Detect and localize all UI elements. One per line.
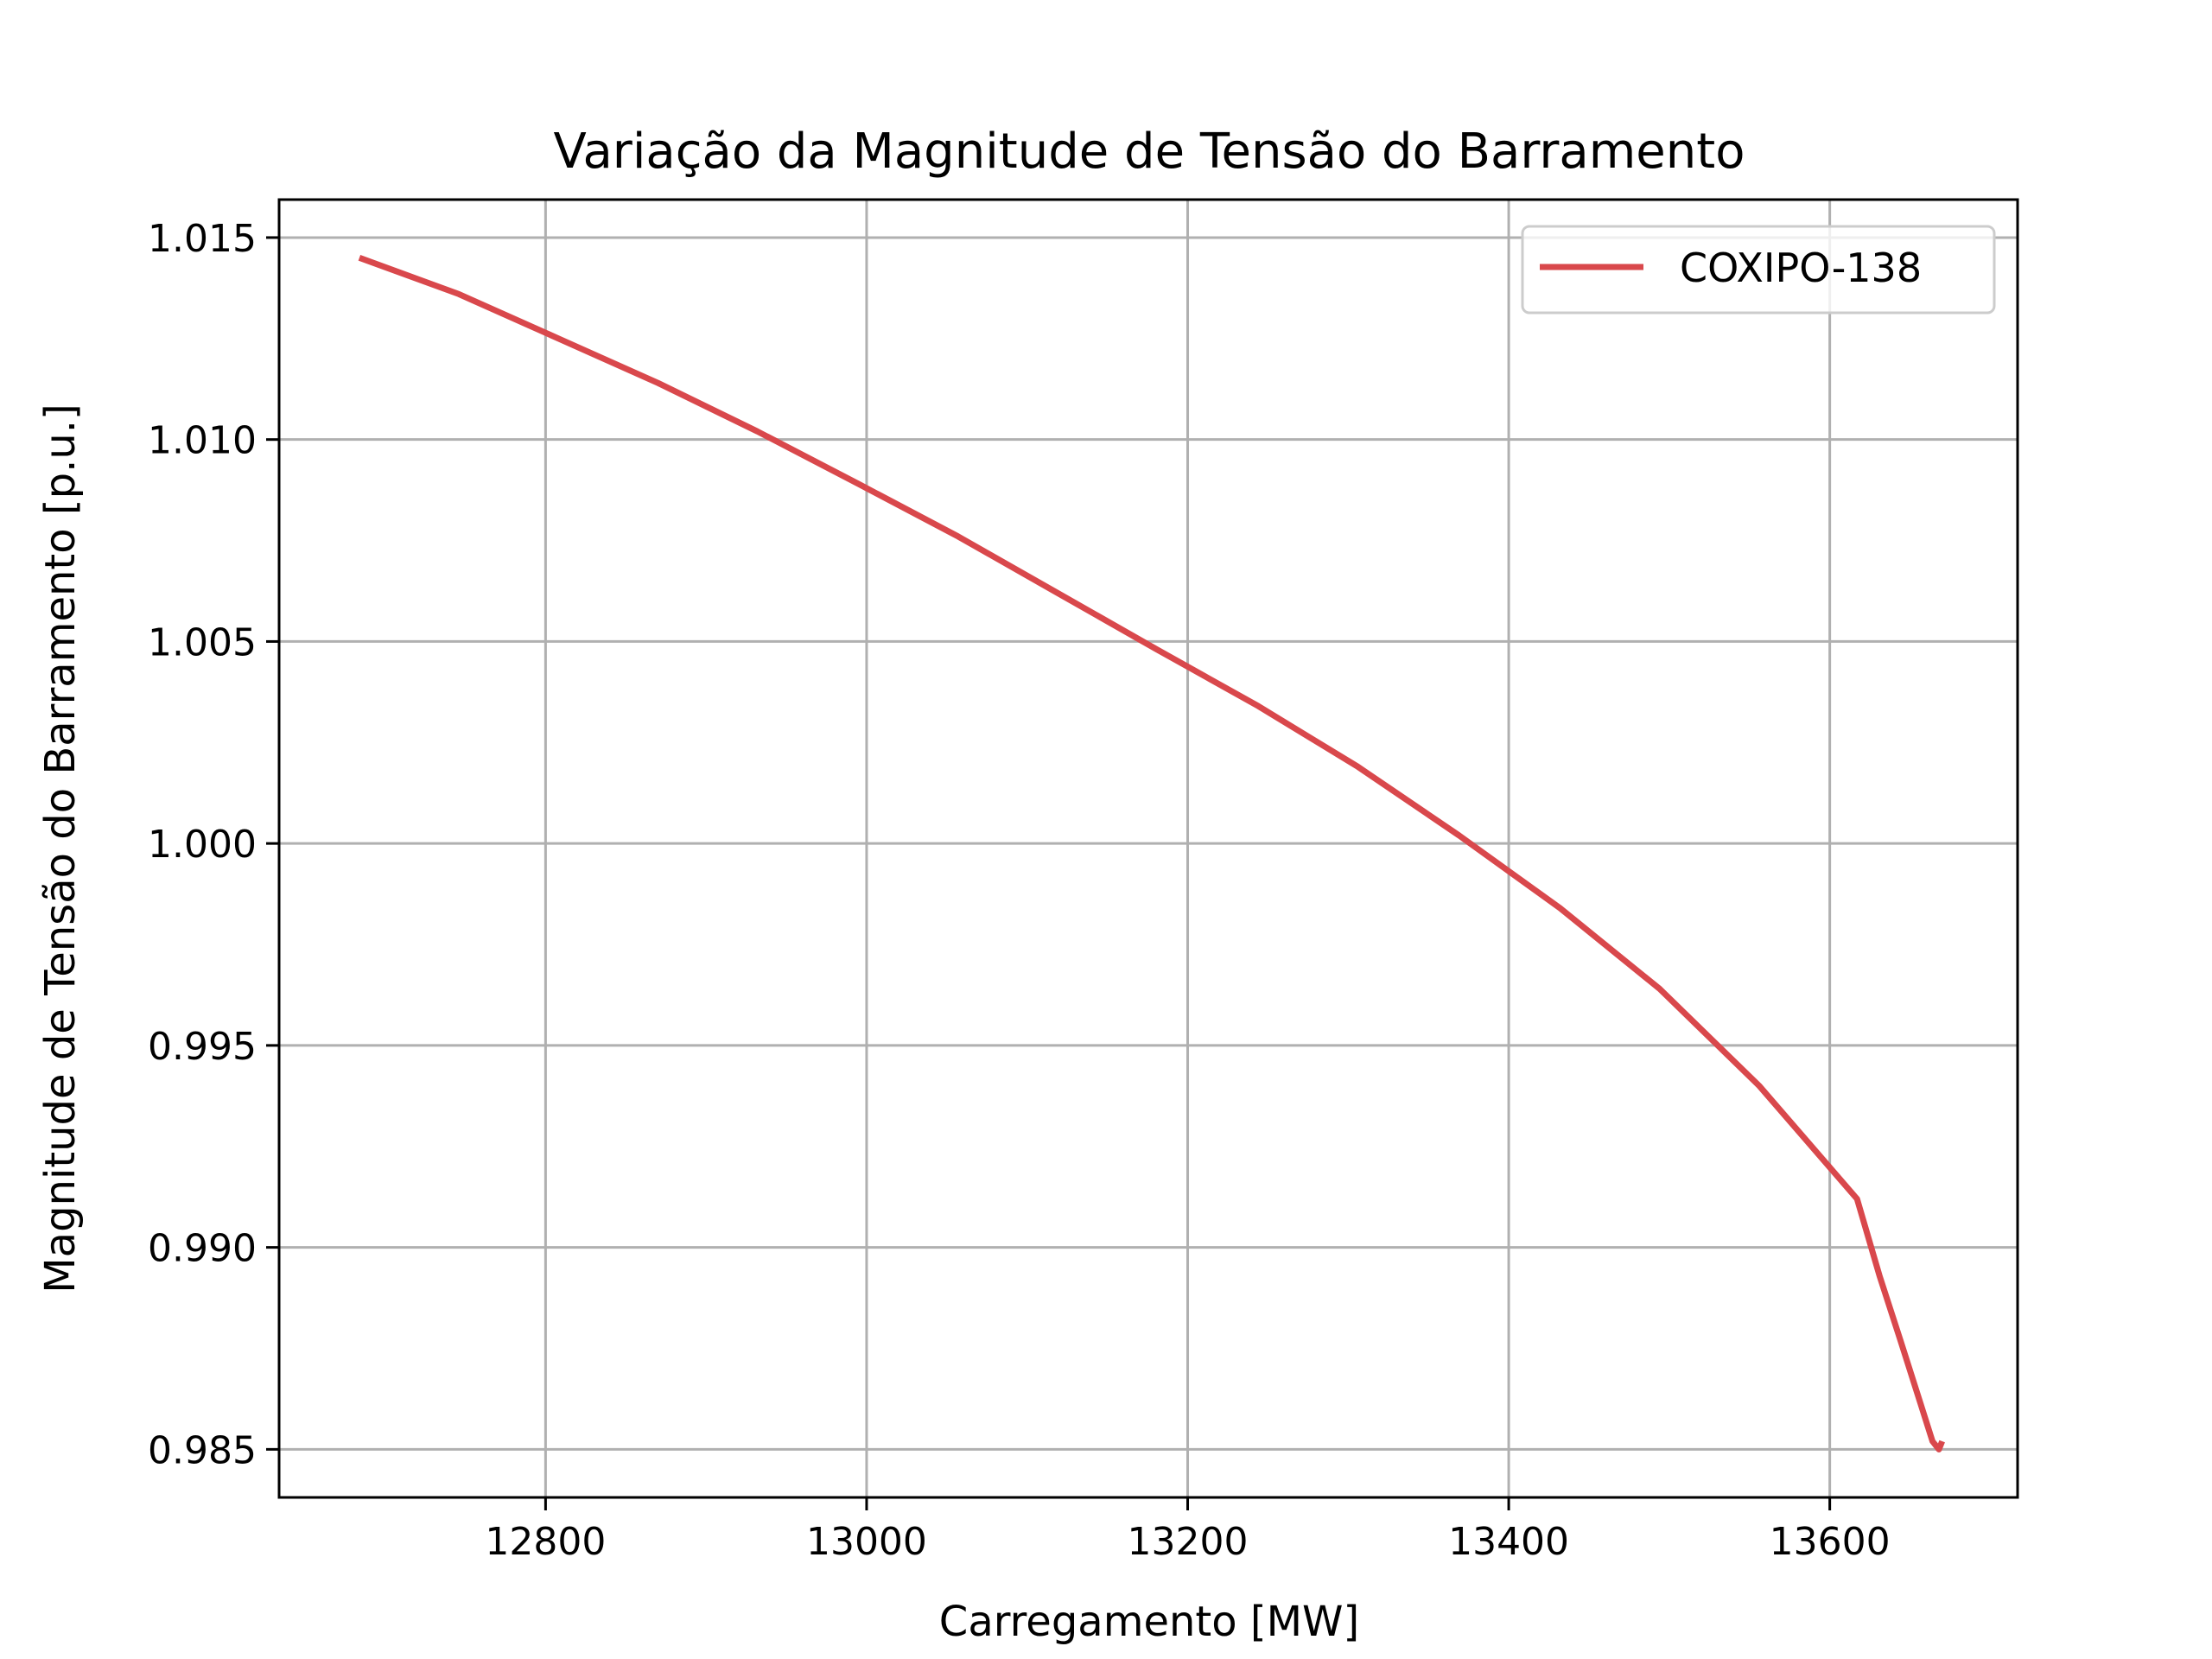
y-tick-label: 1.015 bbox=[148, 217, 257, 261]
x-tick-label: 13600 bbox=[1770, 1520, 1891, 1564]
x-tick-label: 12800 bbox=[485, 1520, 606, 1564]
x-tick-label: 13000 bbox=[806, 1520, 927, 1564]
y-tick-label: 1.005 bbox=[148, 620, 257, 664]
series-layer bbox=[358, 255, 1945, 1452]
chart-title: Variação da Magnitude de Tensão do Barra… bbox=[554, 124, 1745, 180]
legend-box bbox=[1521, 225, 1996, 315]
y-tick-label: 0.985 bbox=[148, 1428, 257, 1472]
x-axis-label: Carregamento [MW] bbox=[939, 1598, 1359, 1646]
y-tick-label: 0.995 bbox=[148, 1025, 257, 1069]
x-tick-label: 13400 bbox=[1448, 1520, 1569, 1564]
plot-frame bbox=[277, 198, 2019, 1499]
series-line-coxipo-138 bbox=[358, 255, 1945, 1452]
y-axis-label: Magnitude de Tensão do Barramento [p.u.] bbox=[36, 404, 85, 1293]
x-tick-label: 13200 bbox=[1128, 1520, 1249, 1564]
legend: COXIPO-138 bbox=[1521, 225, 1996, 315]
legend-label: COXIPO-138 bbox=[1680, 245, 1922, 291]
y-axis-ticks: 0.985 0.990 0.995 1.000 1.005 1.010 1.015 bbox=[148, 217, 279, 1472]
y-tick-label: 1.010 bbox=[148, 419, 257, 463]
y-tick-label: 0.990 bbox=[148, 1227, 257, 1271]
x-axis-ticks: 12800 13000 13200 13400 13600 bbox=[485, 1497, 1891, 1564]
y-tick-label: 1.000 bbox=[148, 823, 257, 867]
